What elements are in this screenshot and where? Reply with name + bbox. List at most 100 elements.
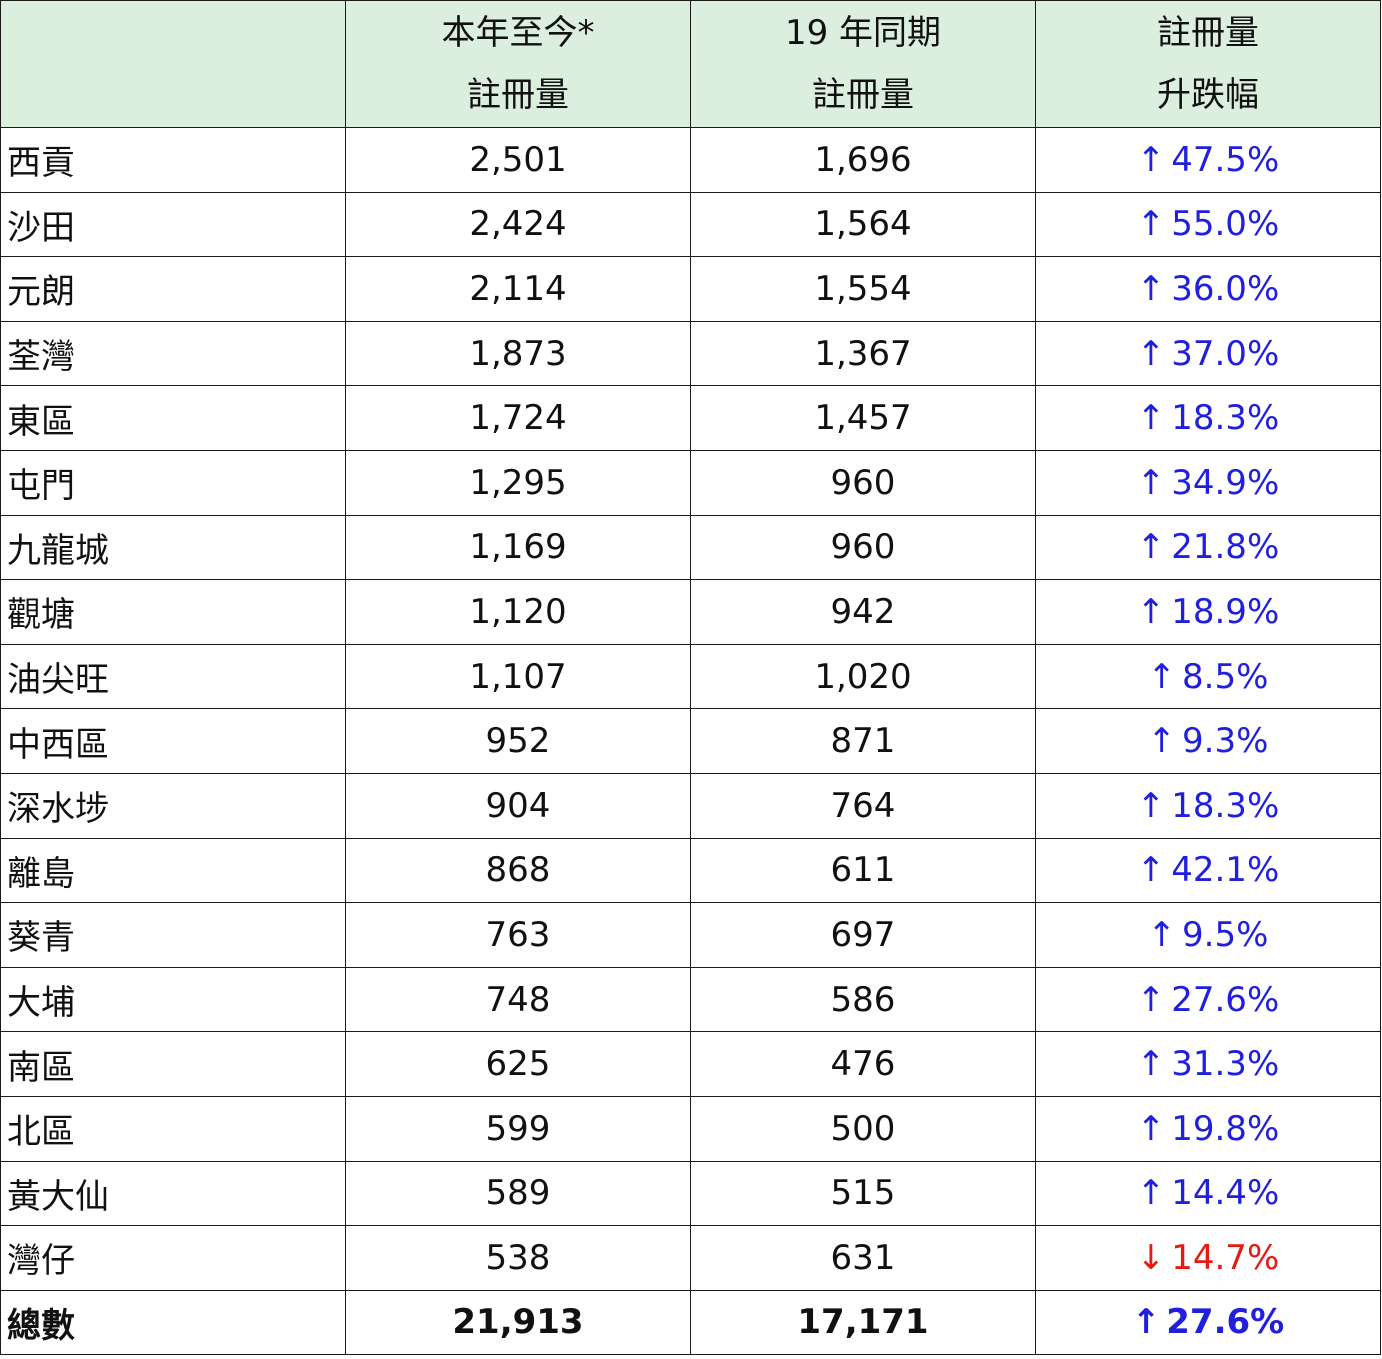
district-name: 元朗	[0, 256, 346, 322]
change-cell: ↑ 18.3%	[1035, 772, 1381, 839]
table-row: 油尖旺 1,107 1,020 ↑ 8.5%	[0, 643, 1381, 710]
header-district	[0, 0, 346, 128]
table-row: 離島 868 611 ↑ 42.1%	[0, 837, 1381, 904]
table-row: 屯門 1,295 960 ↑ 34.9%	[0, 449, 1381, 516]
ytd-count: 589	[345, 1160, 691, 1227]
header-ytd: 本年至今* 註冊量	[345, 0, 691, 128]
change-percent: 9.3%	[1182, 721, 1269, 762]
arrow-up-icon: ↑	[1136, 591, 1166, 632]
change-cell: ↑ 18.3%	[1035, 385, 1381, 451]
arrow-up-icon: ↑	[1147, 656, 1177, 697]
arrow-up-icon: ↑	[1136, 204, 1166, 245]
table-row: 灣仔 538 631 ↓ 14.7%	[0, 1225, 1381, 1291]
change-cell: ↑ 42.1%	[1035, 837, 1381, 904]
change-percent: 14.4%	[1171, 1173, 1280, 1214]
header-prev-line1: 19 年同期	[784, 13, 942, 53]
change-percent: 18.3%	[1171, 785, 1280, 826]
change-percent: 8.5%	[1182, 656, 1269, 697]
header-change-line1: 註冊量	[1157, 13, 1259, 53]
table-row: 荃灣 1,873 1,367 ↑ 37.0%	[0, 320, 1381, 387]
ytd-count: 763	[345, 902, 691, 968]
district-name: 西貢	[0, 127, 346, 193]
ytd-count: 2,114	[345, 256, 691, 322]
prev-year-count: 697	[690, 902, 1036, 968]
table-row: 大埔 748 586 ↑ 27.6%	[0, 966, 1381, 1033]
total-prev-count: 17,171	[690, 1289, 1036, 1356]
ytd-count: 2,424	[345, 191, 691, 258]
district-name: 深水埗	[0, 772, 346, 839]
district-name: 灣仔	[0, 1225, 346, 1291]
district-name: 屯門	[0, 449, 346, 516]
arrow-up-icon: ↑	[1136, 139, 1166, 180]
district-name: 沙田	[0, 191, 346, 258]
header-prev-line2: 註冊量	[812, 75, 914, 115]
change-cell: ↑ 19.8%	[1035, 1095, 1381, 1162]
total-change: ↑ 27.6%	[1035, 1289, 1381, 1356]
ytd-count: 625	[345, 1031, 691, 1097]
arrow-down-icon: ↓	[1136, 1237, 1166, 1278]
arrow-up-icon: ↑	[1136, 1108, 1166, 1149]
change-cell: ↑ 21.8%	[1035, 514, 1381, 581]
ytd-count: 748	[345, 966, 691, 1033]
ytd-count: 952	[345, 708, 691, 774]
prev-year-count: 1,564	[690, 191, 1036, 258]
arrow-up-icon: ↑	[1147, 721, 1177, 762]
table-row: 北區 599 500 ↑ 19.8%	[0, 1095, 1381, 1162]
ytd-count: 538	[345, 1225, 691, 1291]
table-row: 東區 1,724 1,457 ↑ 18.3%	[0, 385, 1381, 451]
district-name: 大埔	[0, 966, 346, 1033]
header-change: 註冊量 升跌幅	[1035, 0, 1381, 128]
change-percent: 42.1%	[1171, 850, 1280, 891]
change-cell: ↑ 55.0%	[1035, 191, 1381, 258]
prev-year-count: 960	[690, 449, 1036, 516]
change-percent: 27.6%	[1171, 979, 1280, 1020]
change-cell: ↑ 9.3%	[1035, 708, 1381, 774]
arrow-up-icon: ↑	[1136, 1044, 1166, 1085]
arrow-up-icon: ↑	[1136, 333, 1166, 374]
change-percent: 31.3%	[1171, 1044, 1280, 1085]
change-percent: 18.9%	[1171, 591, 1280, 632]
change-cell: ↑ 14.4%	[1035, 1160, 1381, 1227]
arrow-up-icon: ↑	[1136, 785, 1166, 826]
total-row: 總數 21,913 17,171 ↑ 27.6%	[0, 1289, 1381, 1356]
arrow-up-icon: ↑	[1136, 850, 1166, 891]
table-row: 元朗 2,114 1,554 ↑ 36.0%	[0, 256, 1381, 322]
table-row: 深水埗 904 764 ↑ 18.3%	[0, 772, 1381, 839]
change-percent: 36.0%	[1171, 268, 1280, 309]
prev-year-count: 1,367	[690, 320, 1036, 387]
change-cell: ↑ 34.9%	[1035, 449, 1381, 516]
prev-year-count: 586	[690, 966, 1036, 1033]
change-cell: ↓ 14.7%	[1035, 1225, 1381, 1291]
prev-year-count: 1,020	[690, 643, 1036, 710]
arrow-up-icon: ↑	[1136, 462, 1166, 503]
change-percent: 37.0%	[1171, 333, 1280, 374]
arrow-up-icon: ↑	[1147, 914, 1177, 955]
district-name: 葵青	[0, 902, 346, 968]
table-header: 本年至今* 註冊量 19 年同期 註冊量 註冊量 升跌幅	[0, 0, 1381, 128]
district-name: 離島	[0, 837, 346, 904]
total-ytd-count: 21,913	[345, 1289, 691, 1356]
table-row: 中西區 952 871 ↑ 9.3%	[0, 708, 1381, 774]
change-cell: ↑ 18.9%	[1035, 579, 1381, 645]
district-name: 黃大仙	[0, 1160, 346, 1227]
header-change-line2: 升跌幅	[1157, 75, 1259, 115]
arrow-up-icon: ↑	[1136, 1173, 1166, 1214]
prev-year-count: 764	[690, 772, 1036, 839]
change-percent: 9.5%	[1182, 914, 1269, 955]
change-cell: ↑ 31.3%	[1035, 1031, 1381, 1097]
change-cell: ↑ 36.0%	[1035, 256, 1381, 322]
total-label: 總數	[0, 1289, 346, 1356]
ytd-count: 599	[345, 1095, 691, 1162]
arrow-up-icon: ↑	[1136, 979, 1166, 1020]
change-percent: 19.8%	[1171, 1108, 1280, 1149]
prev-year-count: 500	[690, 1095, 1036, 1162]
change-percent: 18.3%	[1171, 398, 1280, 439]
district-name: 荃灣	[0, 320, 346, 387]
prev-year-count: 515	[690, 1160, 1036, 1227]
header-ytd-line2: 註冊量	[467, 75, 569, 115]
change-percent: 27.6%	[1166, 1302, 1285, 1343]
change-percent: 34.9%	[1171, 462, 1280, 503]
district-name: 九龍城	[0, 514, 346, 581]
district-name: 南區	[0, 1031, 346, 1097]
header-row: 本年至今* 註冊量 19 年同期 註冊量 註冊量 升跌幅	[0, 0, 1381, 128]
